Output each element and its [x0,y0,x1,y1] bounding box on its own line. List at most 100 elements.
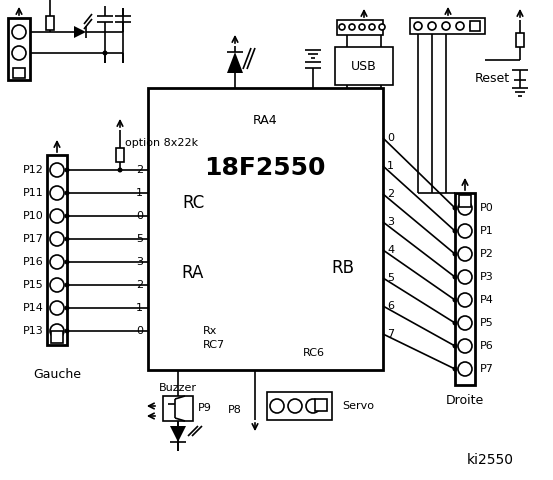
Bar [47,155,67,345]
Bar [163,396,193,421]
Circle shape [458,316,472,330]
Circle shape [442,22,450,30]
Text: 2: 2 [387,189,394,199]
Circle shape [65,260,70,264]
Circle shape [65,305,70,311]
Text: P0: P0 [480,203,494,213]
Text: USB: USB [351,60,377,72]
Bar [267,392,332,420]
Circle shape [452,321,457,325]
Text: Rx: Rx [203,326,217,336]
Circle shape [12,25,26,39]
Circle shape [452,344,457,348]
Circle shape [452,298,457,302]
Circle shape [452,205,457,211]
Bar [335,47,393,85]
Circle shape [50,163,64,177]
Text: P1: P1 [480,226,494,236]
Circle shape [50,209,64,223]
Circle shape [65,214,70,218]
Circle shape [458,270,472,284]
Polygon shape [74,26,86,38]
Circle shape [452,275,457,279]
Text: RA: RA [182,264,204,282]
Text: P11: P11 [23,188,44,198]
Text: RC6: RC6 [303,348,325,358]
Text: Gauche: Gauche [33,369,81,382]
Bar [459,195,471,207]
Bar [148,88,383,370]
Bar [13,68,25,78]
Text: P5: P5 [480,318,494,328]
Circle shape [50,324,64,338]
Circle shape [456,22,464,30]
Circle shape [65,328,70,334]
Text: P13: P13 [23,326,44,336]
Text: 1: 1 [136,303,143,313]
Text: P17: P17 [23,234,44,244]
Text: 0: 0 [387,133,394,143]
Circle shape [50,255,64,269]
Text: P6: P6 [480,341,494,351]
Text: P2: P2 [480,249,494,259]
Bar [516,33,524,47]
Circle shape [270,399,284,413]
Circle shape [102,50,107,56]
Bar [315,399,327,411]
Circle shape [458,362,472,376]
Circle shape [452,367,457,372]
Circle shape [379,24,385,30]
Text: P10: P10 [23,211,44,221]
Circle shape [339,24,345,30]
Polygon shape [227,52,243,73]
Circle shape [288,399,302,413]
Circle shape [50,186,64,200]
Text: Reset: Reset [475,72,510,84]
Text: Buzzer: Buzzer [159,383,197,393]
Text: P15: P15 [23,280,44,290]
Text: P4: P4 [480,295,494,305]
Text: 4: 4 [387,245,394,255]
Polygon shape [170,426,186,442]
Circle shape [452,252,457,256]
Circle shape [12,46,26,60]
Circle shape [458,201,472,215]
Text: P8: P8 [228,405,242,415]
Bar [8,18,30,80]
Text: 3: 3 [136,257,143,267]
Text: P16: P16 [23,257,44,267]
Text: 18F2550: 18F2550 [204,156,326,180]
Text: 1: 1 [387,161,394,171]
Circle shape [414,22,422,30]
Circle shape [458,224,472,238]
Text: P14: P14 [23,303,44,313]
Circle shape [50,278,64,292]
Text: P12: P12 [23,165,44,175]
Circle shape [470,22,478,30]
Text: RC: RC [182,194,204,212]
Text: option 8x22k: option 8x22k [125,138,198,148]
Text: 6: 6 [387,301,394,311]
Circle shape [349,24,355,30]
Circle shape [117,168,123,172]
Text: RA4: RA4 [253,113,277,127]
Circle shape [452,228,457,233]
Text: Servo: Servo [342,401,374,411]
Text: 3: 3 [387,217,394,227]
Bar [455,193,475,385]
Circle shape [306,399,320,413]
Text: P7: P7 [480,364,494,374]
Text: RC7: RC7 [203,340,225,350]
Bar [337,20,383,35]
Circle shape [359,24,365,30]
Text: RB: RB [331,259,354,277]
Bar [51,331,63,343]
Text: 2: 2 [136,280,143,290]
Circle shape [65,237,70,241]
Circle shape [65,283,70,288]
Circle shape [458,293,472,307]
Text: ki2550: ki2550 [467,453,514,467]
Text: 7: 7 [387,329,394,339]
Circle shape [65,191,70,195]
Text: 1: 1 [136,188,143,198]
